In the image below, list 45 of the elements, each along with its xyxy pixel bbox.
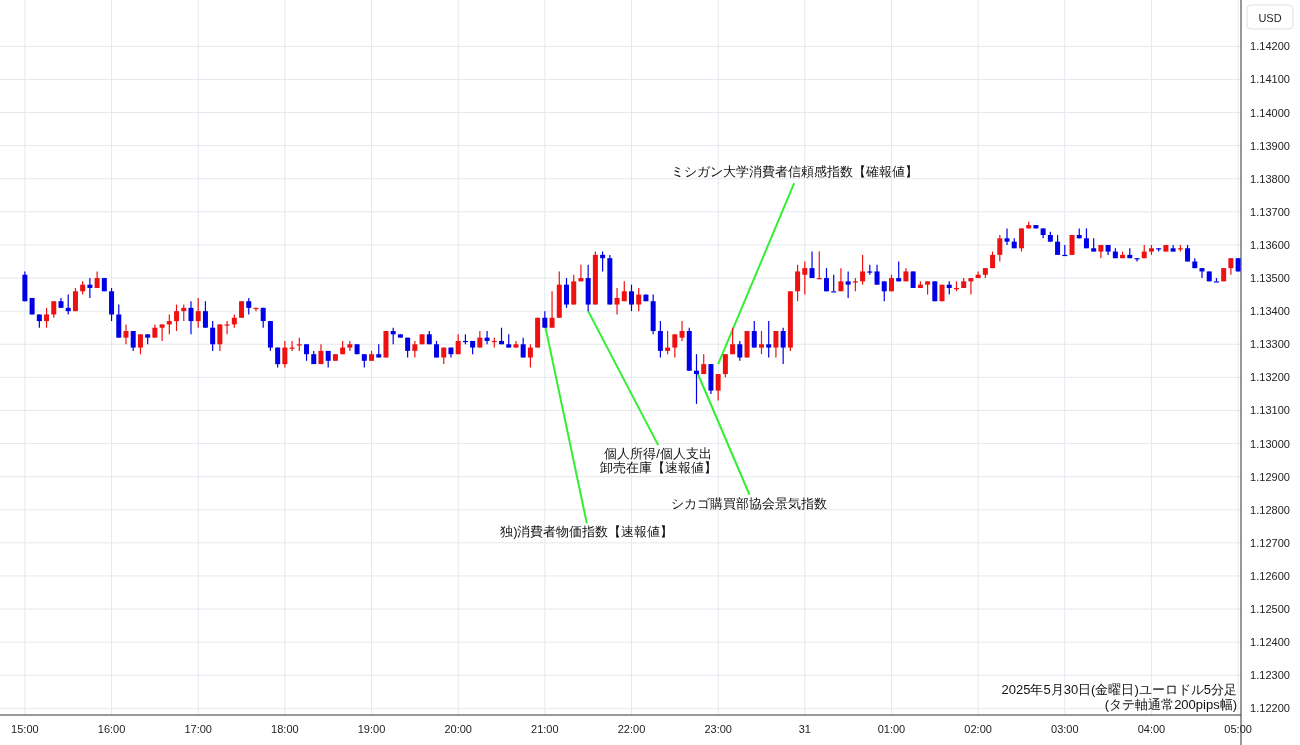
y-tick-label: 1.12600 — [1250, 569, 1290, 582]
x-tick-label: 01:00 — [877, 723, 906, 735]
y-tick-label: 1.13300 — [1250, 338, 1290, 351]
x-tick-label: 20:00 — [444, 723, 472, 735]
annotation: 個人所得/個人支出 — [604, 446, 712, 462]
y-tick-label: 1.13400 — [1250, 305, 1290, 318]
y-tick-label: 1.13500 — [1250, 272, 1290, 285]
x-tick-label: 02:00 — [964, 723, 992, 735]
x-tick-label: 03:00 — [1051, 723, 1079, 735]
y-tick-label: 1.14200 — [1250, 40, 1290, 53]
annotation: 卸売在庫【速報値】 — [599, 460, 717, 476]
y-tick-label: 1.13700 — [1250, 205, 1290, 218]
x-tick-label: 31 — [798, 723, 811, 735]
x-tick-label: 15:00 — [11, 723, 39, 735]
y-tick-label: 1.12900 — [1250, 470, 1290, 483]
y-tick-label: 1.12700 — [1250, 536, 1290, 549]
x-tick-label: 19:00 — [357, 723, 386, 735]
x-tick-label: 21:00 — [531, 723, 559, 735]
annotation: 独)消費者物価指数【速報値】 — [500, 524, 674, 540]
y-tick-label: 1.12400 — [1250, 636, 1290, 649]
y-tick-label: 1.12500 — [1250, 603, 1290, 616]
x-tick-label: 16:00 — [97, 723, 126, 735]
y-axis-title: USD — [1258, 12, 1282, 24]
x-tick-label: 23:00 — [704, 723, 732, 735]
annotation: (タテ軸通常200pips幅) — [1104, 697, 1237, 712]
y-tick-label: 1.14100 — [1250, 73, 1290, 86]
y-tick-label: 1.12200 — [1250, 702, 1290, 715]
y-tick-label: 1.13100 — [1250, 404, 1290, 417]
x-tick-label: 05:00 — [1224, 723, 1252, 735]
x-tick-label: 22:00 — [617, 723, 646, 735]
y-tick-label: 1.12800 — [1250, 503, 1290, 516]
y-tick-label: 1.12300 — [1250, 669, 1290, 682]
annotation: ミシガン大学消費者信頼感指数【確報値】 — [670, 164, 918, 180]
y-tick-label: 1.13800 — [1250, 172, 1290, 185]
y-tick-label: 1.14000 — [1250, 106, 1290, 119]
x-tick-label: 17:00 — [184, 723, 212, 735]
x-tick-label: 04:00 — [1137, 723, 1166, 735]
x-tick-label: 18:00 — [271, 723, 299, 735]
ylabel: USD — [1246, 4, 1294, 30]
annotation: 2025年5月30日(金曜日)ユーロドル5分足 — [1001, 682, 1237, 697]
y-tick-label: 1.13900 — [1250, 139, 1290, 152]
y-tick-label: 1.13000 — [1250, 437, 1290, 450]
y-tick-label: 1.13200 — [1250, 371, 1290, 384]
y-tick-label: 1.13600 — [1250, 238, 1290, 251]
annotation: シカゴ購買部協会景気指数 — [671, 495, 828, 511]
